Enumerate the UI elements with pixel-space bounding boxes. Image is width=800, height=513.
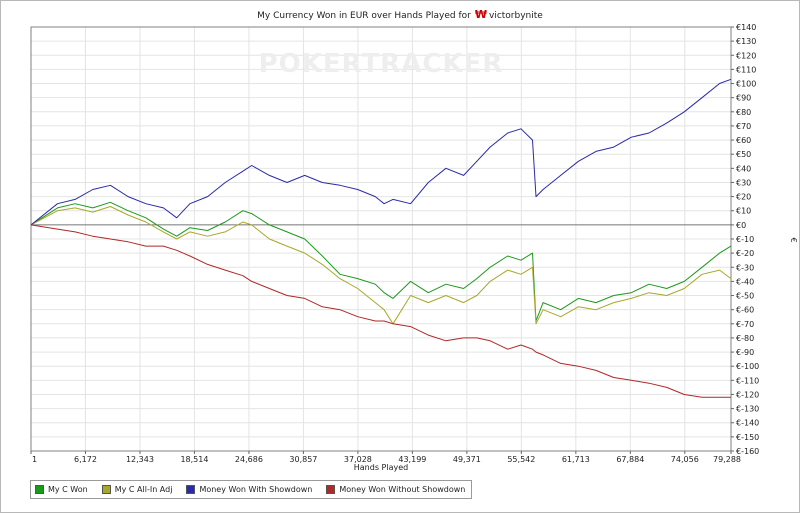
series-line-my-c-all-in-adj [30, 206, 732, 325]
x-tick-label: 37,028 [344, 455, 372, 464]
y-tick-label: €-80 [736, 334, 754, 343]
legend-label: Money Won With Showdown [199, 485, 313, 494]
y-tick-label: €30 [736, 178, 751, 187]
y-tick-label: €-20 [736, 249, 754, 258]
player-icon: ₩ [474, 8, 487, 21]
y-tick-label: €0 [736, 221, 746, 230]
y-tick-label: €-120 [736, 390, 759, 399]
x-tick-label: 67,884 [616, 455, 644, 464]
x-axis-ticks: 1 6,172 12,343 18,514 24,686 30,857 37,028 43,1… [30, 451, 741, 464]
y-tick-label: €50 [736, 150, 751, 159]
y-tick-label: €-150 [736, 433, 759, 442]
series-lines [30, 78, 732, 398]
legend-swatch [186, 485, 196, 494]
y-tick-label: €-140 [736, 419, 759, 428]
y-tick-label: €70 [736, 122, 751, 131]
y-tick-label: €-60 [736, 306, 754, 315]
player-name: victorbynite [489, 11, 543, 21]
series-line-money-won-without-showdown [30, 224, 731, 398]
y-tick-label: €-10 [736, 235, 754, 244]
x-tick-label: 6,172 [74, 455, 97, 464]
y-tick-label: €-50 [736, 292, 754, 301]
legend-swatch [35, 485, 44, 494]
legend-item: Money Won With Showdown [186, 485, 312, 494]
x-tick-label: 74,056 [671, 455, 699, 464]
y-tick-label: €-90 [736, 348, 754, 357]
legend-swatch [326, 485, 336, 494]
y-tick-label: €90 [736, 94, 751, 103]
y-tick-label: €-70 [736, 320, 754, 329]
watermark: POKERTRACKER [259, 49, 504, 79]
y-tick-label: €-100 [736, 362, 759, 371]
x-tick-label: 12,343 [126, 455, 154, 464]
y-tick-label: €140 [736, 23, 756, 32]
x-tick-label: 49,371 [453, 455, 481, 464]
legend-label: My C All-In Adj [114, 485, 173, 494]
x-tick-label: 79,288 [713, 455, 741, 464]
y-axis-ticks: €140 €130 €120 €110 €100 €90 €80 €70 €60 €50 €40 €3… [731, 23, 759, 456]
series-line-my-c-won [30, 201, 732, 322]
y-tick-label: €-40 [736, 277, 754, 286]
legend-label: My C Won [48, 485, 88, 494]
x-tick-label: 61,713 [562, 455, 590, 464]
y-tick-label: €60 [736, 136, 751, 145]
y-tick-label: €40 [736, 164, 751, 173]
y-tick-label: €20 [736, 193, 751, 202]
y-tick-label: €-160 [736, 447, 759, 456]
x-tick-label: 55,542 [507, 455, 535, 464]
y-tick-label: €110 [736, 65, 756, 74]
y-tick-label: €130 [736, 37, 756, 46]
y-tick-label: €100 [736, 80, 756, 89]
x-axis-label: Hands Played [354, 463, 408, 472]
y-axis-label: € [789, 237, 798, 242]
chart-title: My Currency Won in EUR over Hands Played… [0, 8, 800, 21]
y-tick-label: €-30 [736, 263, 754, 272]
x-tick-label: 43,199 [398, 455, 426, 464]
y-tick-label: €-130 [736, 405, 759, 414]
x-tick-label: 24,686 [235, 455, 263, 464]
y-tick-label: €-110 [736, 376, 759, 385]
legend-item: My C Won [35, 485, 88, 494]
y-tick-label: €10 [736, 207, 751, 216]
legend: My C Won My C All-In Adj Money Won With Sh… [30, 480, 473, 499]
y-tick-label: €80 [736, 108, 751, 117]
series-line-money-won-with-showdown [30, 78, 732, 226]
legend-label: Money Won Without Showdown [339, 485, 466, 494]
chart-title-text: My Currency Won in EUR over Hands Played… [257, 11, 471, 21]
legend-swatch [101, 485, 111, 494]
grid [30, 26, 732, 452]
y-tick-label: €120 [736, 51, 756, 60]
legend-item: My C All-In Adj [101, 485, 173, 494]
x-tick-label: 30,857 [289, 455, 317, 464]
legend-item: Money Won Without Showdown [326, 485, 465, 494]
x-tick-label: 18,514 [180, 455, 208, 464]
x-tick-label: 1 [32, 455, 37, 464]
